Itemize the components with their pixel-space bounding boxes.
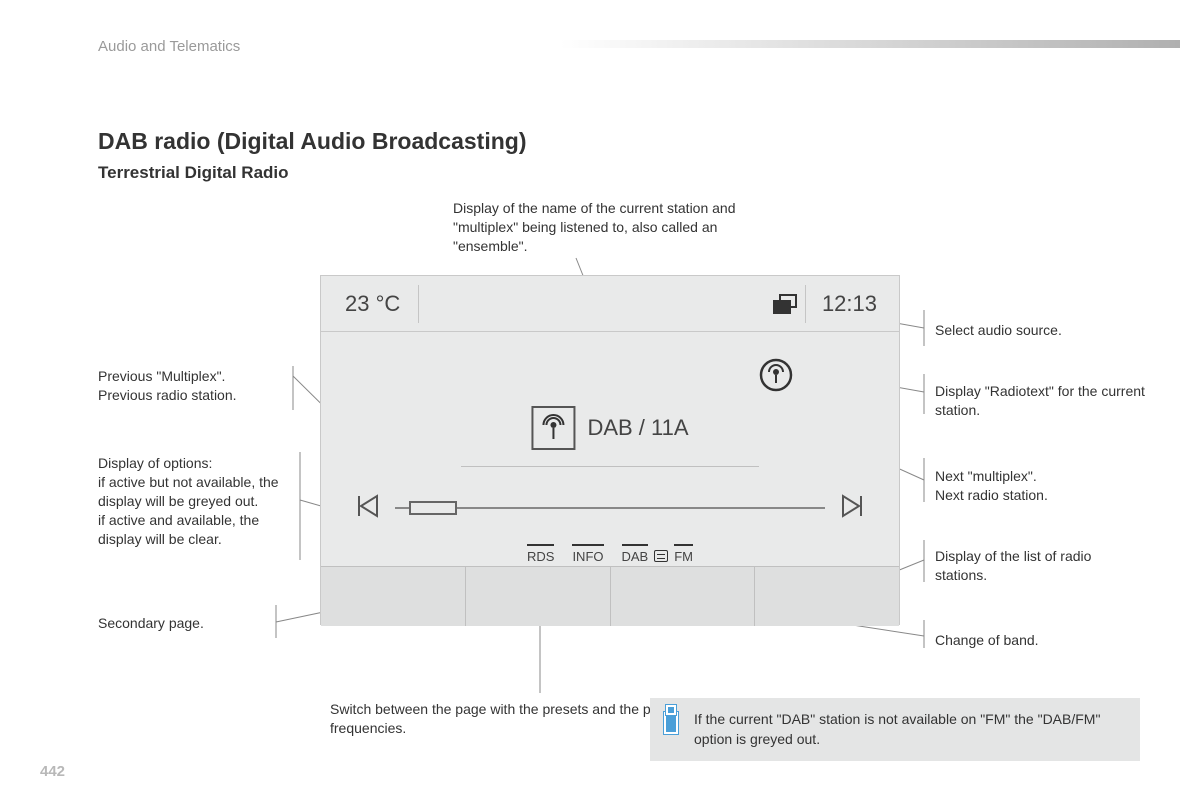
page-number: 442	[40, 763, 65, 780]
screen-topbar: 23 °C 12:13	[321, 276, 899, 332]
info-note: If the current "DAB" station is not avai…	[650, 698, 1140, 761]
next-station-button[interactable]	[839, 493, 865, 524]
temperature-display: 23 °C	[345, 291, 400, 317]
station-label: DAB / 11A	[587, 415, 688, 441]
callout-audio-source: Select audio source.	[935, 321, 1135, 340]
mode-fm: FM	[674, 547, 693, 564]
radio-screen: 23 °C 12:13	[320, 275, 900, 625]
screen-body: DAB / 11A RDS INFO	[321, 332, 899, 566]
station-display: DAB / 11A	[531, 406, 688, 450]
tab-presets-frequencies[interactable]	[466, 567, 611, 626]
section-header: Audio and Telematics	[98, 38, 240, 55]
callout-radiotext: Display "Radiotext" for the current stat…	[935, 382, 1145, 420]
frequency-track[interactable]	[395, 501, 825, 515]
source-list-icon[interactable]	[773, 294, 799, 314]
callout-change-band: Change of band.	[935, 631, 1135, 650]
station-underline	[461, 466, 759, 467]
divider	[418, 285, 419, 323]
mode-rds: RDS	[527, 547, 554, 564]
swap-icon	[654, 550, 668, 562]
seek-bar	[355, 494, 865, 522]
callout-next-multiplex: Next "multiplex". Next radio station.	[935, 467, 1135, 505]
callout-prev-multiplex: Previous "Multiplex". Previous radio sta…	[98, 367, 278, 405]
callout-options: Display of options: if active but not av…	[98, 454, 293, 548]
info-note-text: If the current "DAB" station is not avai…	[694, 711, 1100, 747]
divider	[805, 285, 806, 323]
broadcast-icon	[531, 406, 575, 450]
prev-station-button[interactable]	[355, 493, 381, 524]
page-title: DAB radio (Digital Audio Broadcasting)	[98, 128, 527, 155]
tab-change-band[interactable]	[611, 567, 756, 626]
info-icon	[664, 712, 678, 734]
tab-secondary-page[interactable]	[321, 567, 466, 626]
mode-info: INFO	[572, 547, 603, 564]
frequency-handle[interactable]	[409, 501, 457, 515]
callout-station-name: Display of the name of the current stati…	[453, 199, 763, 256]
mode-indicators: RDS INFO DAB FM	[321, 538, 899, 566]
header-gradient	[560, 40, 1180, 48]
screen-tabs	[321, 566, 899, 626]
tab-station-list[interactable]	[755, 567, 899, 626]
page-subtitle: Terrestrial Digital Radio	[98, 163, 289, 183]
callout-station-list: Display of the list of radio stations.	[935, 547, 1145, 585]
clock-display: 12:13	[822, 291, 877, 317]
mode-dab: DAB	[622, 547, 649, 564]
callout-secondary-page: Secondary page.	[98, 614, 278, 633]
radiotext-icon[interactable]	[759, 358, 793, 392]
